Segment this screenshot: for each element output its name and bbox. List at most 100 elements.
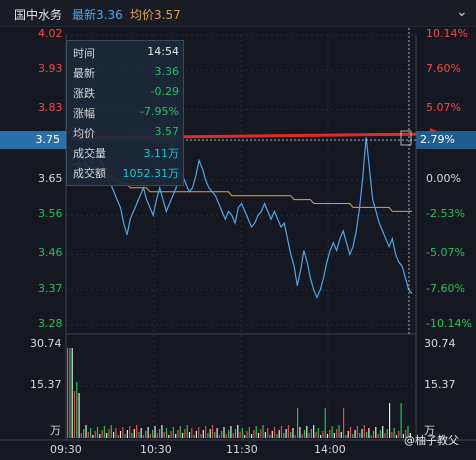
- volume-max-left: 30.74: [30, 337, 62, 350]
- volume-bar: [165, 428, 168, 438]
- volume-bar: [94, 431, 96, 438]
- volume-bar: [253, 430, 255, 438]
- stock-name[interactable]: 国中水务: [14, 8, 63, 22]
- percent-tick-label: 10.14%: [426, 27, 468, 40]
- volume-bar: [352, 434, 354, 438]
- percent-tick-label: -2.53%: [426, 207, 465, 221]
- volume-bar: [156, 433, 158, 438]
- volume-bar: [237, 425, 239, 438]
- volume-bar: [290, 432, 292, 438]
- tooltip-value: 1052.31万: [122, 167, 180, 180]
- volume-bar: [340, 432, 342, 438]
- volume-bar: [386, 429, 388, 438]
- tooltip-value: -0.29: [150, 85, 179, 98]
- volume-bar: [251, 434, 253, 438]
- volume-bar: [384, 433, 386, 438]
- percent-tick-label: 5.07%: [426, 101, 461, 115]
- volume-bar: [320, 435, 322, 438]
- tooltip-value: 3.57: [154, 125, 180, 138]
- volume-bar: [124, 434, 126, 438]
- volume-bar: [379, 430, 381, 438]
- volume-bar: [283, 433, 285, 438]
- volume-bar: [260, 429, 262, 438]
- volume-bar: [244, 435, 246, 438]
- volume-bar: [333, 433, 335, 438]
- volume-bar: [99, 434, 101, 438]
- volume-bar: [172, 427, 174, 438]
- volume-bar: [389, 403, 391, 438]
- price-tick-label: 3.65: [38, 172, 63, 185]
- tooltip-row: 涨跌 -0.29: [73, 85, 179, 103]
- percent-tick-label: -10.14%: [426, 317, 472, 330]
- tooltip-row: 最新 3.36: [73, 65, 179, 83]
- volume-bar: [349, 427, 352, 438]
- time-label-1030: 10:30: [140, 443, 172, 456]
- volume-bar: [331, 426, 333, 438]
- volume-mid-left: 15.37: [30, 378, 62, 391]
- volume-bar: [297, 408, 299, 438]
- tooltip-key: 成交量: [73, 147, 106, 160]
- volume-bar: [200, 434, 202, 438]
- volume-bar: [163, 432, 165, 438]
- volume-bar: [193, 435, 195, 438]
- volume-bar: [345, 435, 347, 438]
- volume-bar: [255, 426, 257, 438]
- volume-bar: [177, 430, 179, 438]
- volume-bar: [101, 430, 103, 438]
- volume-bar: [76, 382, 78, 438]
- average-price-label: 均价3.57: [130, 8, 181, 22]
- volume-bar: [218, 435, 220, 438]
- volume-bar: [363, 425, 365, 438]
- volume-bar: [294, 435, 296, 438]
- volume-bar: [211, 425, 214, 438]
- tooltip-row: 涨幅 -7.95%: [73, 105, 179, 123]
- volume-max-right: 30.74: [424, 337, 456, 350]
- volume-bar: [313, 425, 315, 438]
- tooltip-value: 14:54: [147, 45, 179, 58]
- volume-bar: [188, 432, 191, 438]
- volume-bar: [361, 429, 363, 438]
- volume-bars: [67, 348, 411, 438]
- volume-bar: [198, 427, 200, 438]
- volume-bar: [230, 426, 232, 438]
- volume-bar: [113, 432, 115, 438]
- tooltip-key: 涨幅: [73, 107, 95, 120]
- tooltip-value: -7.95%: [140, 105, 179, 118]
- volume-bar: [347, 431, 349, 438]
- volume-bar: [191, 428, 193, 438]
- time-label-1130: 11:30: [226, 443, 258, 456]
- volume-bar: [73, 391, 76, 438]
- volume-bar: [303, 430, 306, 438]
- volume-bar: [142, 435, 145, 438]
- volume-bar: [280, 426, 283, 438]
- volume-bar: [133, 429, 135, 438]
- volume-bar: [152, 430, 154, 438]
- tooltip-key: 时间: [73, 47, 95, 60]
- volume-bar: [285, 429, 287, 438]
- volume-bar: [407, 426, 409, 438]
- volume-bar: [315, 432, 317, 438]
- volume-bar: [122, 427, 124, 438]
- volume-bar: [67, 348, 69, 438]
- volume-bar: [221, 431, 223, 438]
- volume-bar: [354, 430, 356, 438]
- volume-bar: [149, 434, 151, 438]
- volume-bar: [269, 435, 271, 438]
- volume-bar: [306, 426, 308, 438]
- crosshair-price-tag: 3.75: [0, 131, 66, 149]
- volume-bar: [338, 425, 340, 438]
- volume-bar: [308, 433, 310, 438]
- volume-bar: [207, 433, 209, 438]
- volume-bar: [267, 428, 269, 438]
- chevron-down-icon[interactable]: ⌄: [456, 4, 468, 20]
- crosshair-percent-value: 2.79%: [420, 133, 455, 146]
- volume-bar: [225, 434, 227, 438]
- volume-bar: [324, 408, 326, 438]
- volume-bar: [292, 428, 294, 438]
- tooltip-row: 成交量 3.11万: [73, 145, 179, 163]
- percent-tick-label: 7.60%: [426, 62, 461, 76]
- tooltip-value: 3.36: [154, 65, 180, 78]
- volume-bar: [129, 426, 131, 438]
- price-tick-label: 3.93: [38, 62, 63, 76]
- volume-bar: [377, 434, 379, 438]
